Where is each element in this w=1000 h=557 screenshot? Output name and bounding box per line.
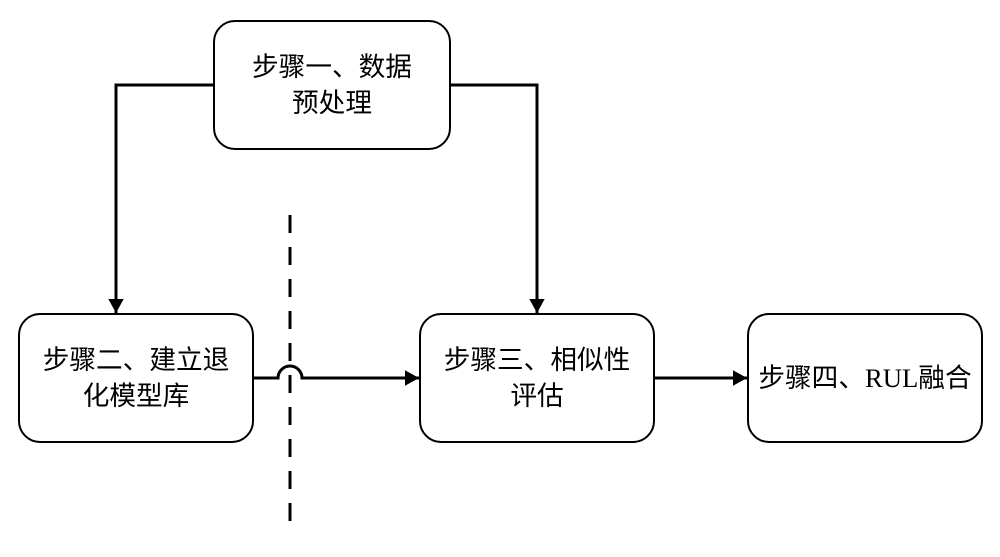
- edge-layer: [0, 0, 1000, 557]
- node-step2-label: 步骤二、建立退 化模型库: [43, 342, 230, 414]
- flowchart-canvas: 步骤一、数据 预处理 步骤二、建立退 化模型库 步骤三、相似性 评估 步骤四、R…: [0, 0, 1000, 557]
- arrowhead-e2: [529, 299, 544, 313]
- node-step1-label: 步骤一、数据 预处理: [252, 49, 412, 121]
- edge-e2: [451, 85, 537, 313]
- node-step3: 步骤三、相似性 评估: [419, 313, 655, 443]
- arrowhead-e1: [108, 299, 123, 313]
- edge-e3_hop: [254, 366, 419, 378]
- node-step2: 步骤二、建立退 化模型库: [18, 313, 254, 443]
- arrowhead-e3_hop: [405, 370, 419, 385]
- node-step4-label: 步骤四、RUL融合: [758, 360, 971, 396]
- node-step4: 步骤四、RUL融合: [747, 313, 983, 443]
- edge-e1: [116, 85, 213, 313]
- node-step3-label: 步骤三、相似性 评估: [444, 342, 631, 414]
- arrowhead-e4: [733, 370, 747, 385]
- node-step1: 步骤一、数据 预处理: [213, 20, 451, 150]
